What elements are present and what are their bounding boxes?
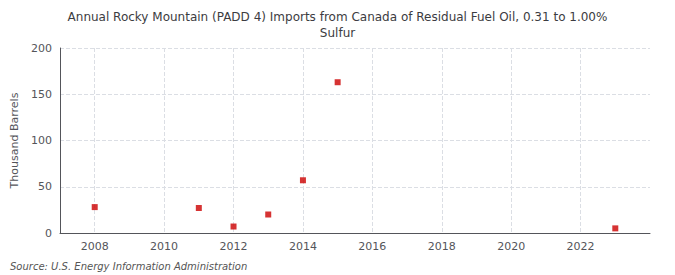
svg-text:0: 0 [45, 227, 52, 240]
svg-text:150: 150 [31, 88, 52, 101]
svg-text:2010: 2010 [150, 240, 178, 253]
svg-text:2008: 2008 [81, 240, 109, 253]
svg-text:Thousand Barrels: Thousand Barrels [8, 92, 21, 189]
svg-text:50: 50 [38, 180, 52, 193]
svg-text:2020: 2020 [497, 240, 525, 253]
svg-text:2016: 2016 [358, 240, 386, 253]
svg-text:200: 200 [31, 42, 52, 55]
svg-text:2012: 2012 [220, 240, 248, 253]
svg-text:2018: 2018 [428, 240, 456, 253]
svg-text:2022: 2022 [567, 240, 595, 253]
svg-text:Annual Rocky Mountain (PADD 4): Annual Rocky Mountain (PADD 4) Imports f… [68, 10, 608, 24]
svg-text:Sulfur: Sulfur [320, 26, 355, 40]
svg-text:100: 100 [31, 134, 52, 147]
svg-text:2014: 2014 [289, 240, 317, 253]
svg-text:Source: U.S. Energy Informatio: Source: U.S. Energy Information Administ… [10, 261, 247, 272]
